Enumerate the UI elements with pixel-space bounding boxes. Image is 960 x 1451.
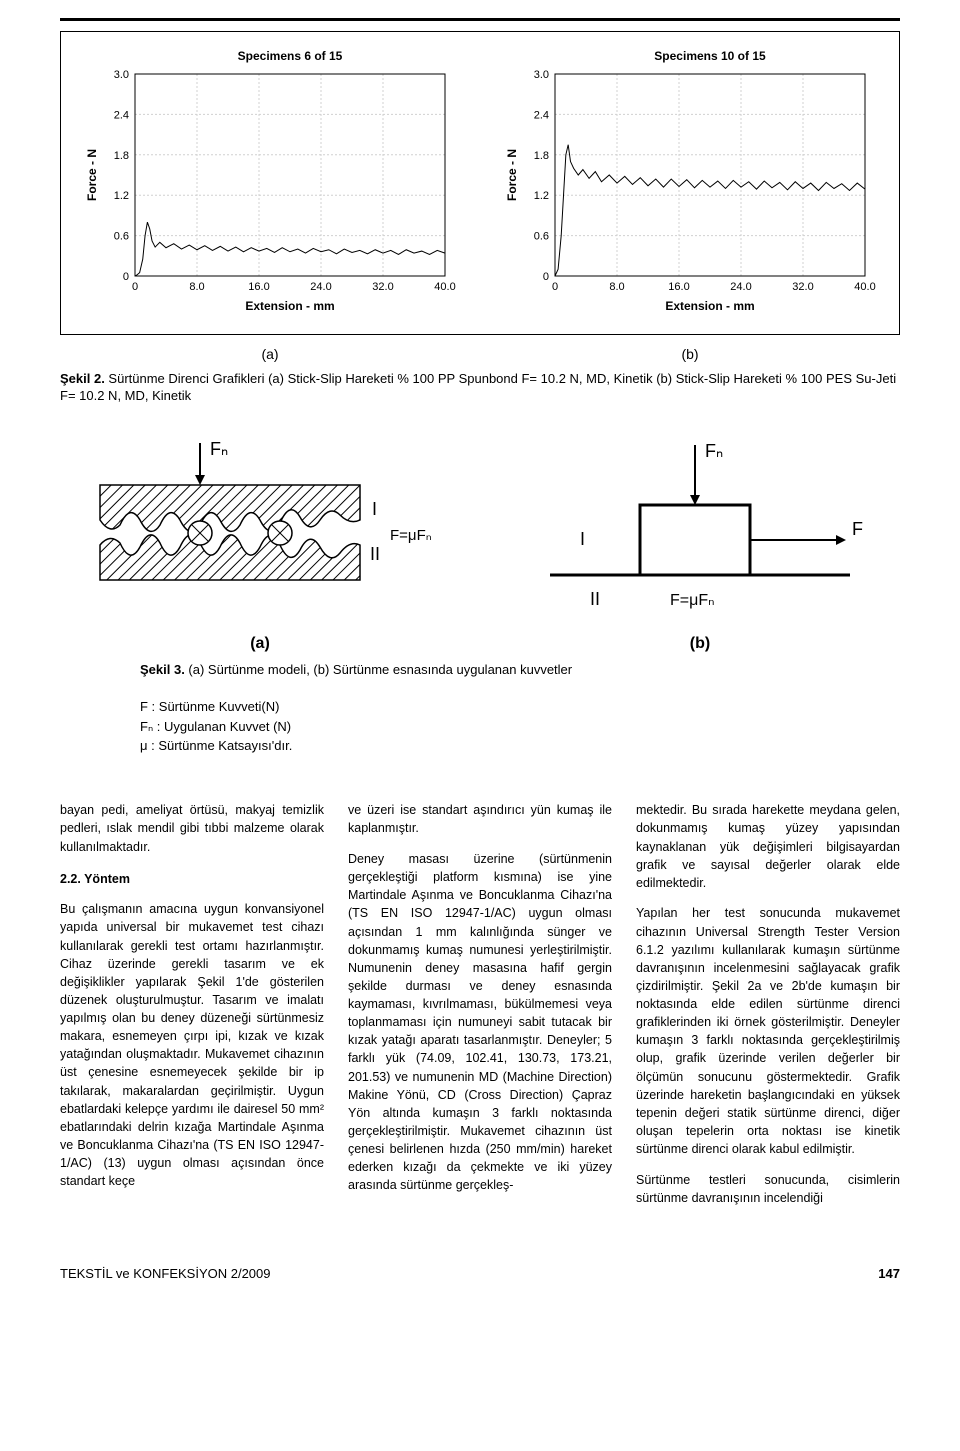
svg-text:0: 0 <box>552 281 558 293</box>
diagram-a-cell: FₙIIIF=μFₙ (a) <box>60 425 460 655</box>
label-a: (a) <box>261 345 278 364</box>
legend-line-1: F : Sürtünme Kuvveti(N) <box>140 698 900 716</box>
column-3: mektedir. Bu sırada harekette meydana ge… <box>636 789 900 1220</box>
svg-text:II: II <box>590 589 600 609</box>
svg-text:2.4: 2.4 <box>534 109 549 121</box>
diagram-a: FₙIIIF=μFₙ <box>80 425 440 625</box>
diagram-b: FₙFIIIF=μFₙ <box>520 425 880 625</box>
svg-text:32.0: 32.0 <box>792 281 813 293</box>
col3-para2: Yapılan her test sonucunda mukavemet cih… <box>636 904 900 1158</box>
svg-text:0: 0 <box>132 281 138 293</box>
svg-text:Extension - mm: Extension - mm <box>665 299 754 313</box>
svg-text:I: I <box>372 499 377 519</box>
svg-text:2.4: 2.4 <box>114 109 129 121</box>
column-1: bayan pedi, ameliyat örtüsü, makyaj temi… <box>60 789 324 1220</box>
svg-text:0.6: 0.6 <box>114 231 129 243</box>
figure2-text: Sürtünme Direnci Grafikleri (a) Stick-Sl… <box>60 371 896 404</box>
figure3-caption: Şekil 3. (a) Sürtünme modeli, (b) Sürtün… <box>140 661 900 679</box>
charts-container: Specimens 6 of 15008.00.616.01.224.01.83… <box>60 31 900 335</box>
legend-line-3: μ : Sürtünme Katsayısı'dır. <box>140 737 900 755</box>
diagram-b-cell: FₙFIIIF=μFₙ (b) <box>500 425 900 655</box>
chart-b-cell: Specimens 10 of 15 00 8.0 0.6 16.0 1.2 24.0 1.8… <box>500 46 880 316</box>
chart-b: Specimens 10 of 15 00 8.0 0.6 16.0 1.2 24.0 1.8… <box>500 46 880 316</box>
svg-text:II: II <box>370 544 380 564</box>
svg-text:0.6: 0.6 <box>534 231 549 243</box>
col1-heading: 2.2. Yöntem <box>60 870 324 888</box>
col2-para1: ve üzeri ise standart aşındırıcı yün kum… <box>348 801 612 837</box>
svg-text:F=μFₙ: F=μFₙ <box>670 592 714 609</box>
label-b: (b) <box>681 345 698 364</box>
figure3-text: (a) Sürtünme modeli, (b) Sürtünme esnası… <box>185 662 572 677</box>
body-columns: bayan pedi, ameliyat örtüsü, makyaj temi… <box>60 789 900 1220</box>
svg-text:24.0: 24.0 <box>730 281 751 293</box>
svg-text:1.8: 1.8 <box>534 150 549 162</box>
figure2-caption: Şekil 2. Sürtünme Direnci Grafikleri (a)… <box>60 370 900 405</box>
svg-text:Specimens 10 of 15: Specimens 10 of 15 <box>654 49 766 63</box>
col1-para2: Bu çalışmanın amacına uygun konvansiyone… <box>60 900 324 1190</box>
svg-text:40.0: 40.0 <box>854 281 875 293</box>
figure3-lead: Şekil 3. <box>140 662 185 677</box>
svg-text:8.0: 8.0 <box>609 281 624 293</box>
svg-text:16.0: 16.0 <box>668 281 689 293</box>
diagram-a-label: (a) <box>250 633 270 655</box>
svg-text:Extension - mm: Extension - mm <box>245 299 334 313</box>
diagram-b-label: (b) <box>690 633 710 655</box>
col1-para1: bayan pedi, ameliyat örtüsü, makyaj temi… <box>60 801 324 855</box>
svg-text:Force - N: Force - N <box>505 149 519 201</box>
column-2: ve üzeri ise standart aşındırıcı yün kum… <box>348 789 612 1220</box>
col2-para2: Deney masası üzerine (sürtünmenin gerçek… <box>348 850 612 1194</box>
svg-text:Fₙ: Fₙ <box>210 439 228 459</box>
page-footer: TEKSTİL ve KONFEKSİYON 2/2009 147 <box>60 1265 900 1283</box>
svg-text:3.0: 3.0 <box>114 69 129 81</box>
footer-journal: TEKSTİL ve KONFEKSİYON 2/2009 <box>60 1265 271 1283</box>
col3-para1: mektedir. Bu sırada harekette meydana ge… <box>636 801 900 892</box>
col3-para3: Sürtünme testleri sonucunda, cisimlerin … <box>636 1171 900 1207</box>
svg-text:24.0: 24.0 <box>310 281 331 293</box>
svg-text:16.0: 16.0 <box>248 281 269 293</box>
svg-text:1.2: 1.2 <box>114 190 129 202</box>
svg-text:40.0: 40.0 <box>434 281 455 293</box>
svg-text:3.0: 3.0 <box>534 69 549 81</box>
footer-page-number: 147 <box>878 1265 900 1283</box>
svg-text:I: I <box>580 529 585 549</box>
svg-text:32.0: 32.0 <box>372 281 393 293</box>
svg-text:0: 0 <box>123 271 129 283</box>
svg-text:8.0: 8.0 <box>189 281 204 293</box>
svg-text:1.2: 1.2 <box>534 190 549 202</box>
chart-a-cell: Specimens 6 of 15 00 8.0 0.6 16.0 1.2 24.0 1.8 3… <box>80 46 460 316</box>
svg-text:0: 0 <box>543 271 549 283</box>
chart-a: Specimens 6 of 15 00 8.0 0.6 16.0 1.2 24.0 1.8 3… <box>80 46 460 316</box>
svg-text:Fₙ: Fₙ <box>705 441 723 461</box>
legend-line-2: Fₙ : Uygulanan Kuvvet (N) <box>140 718 900 736</box>
svg-text:F=μFₙ: F=μFₙ <box>390 527 432 544</box>
figure3-legend: F : Sürtünme Kuvveti(N) Fₙ : Uygulanan K… <box>140 698 900 755</box>
svg-text:F: F <box>852 519 863 539</box>
svg-text:Specimens 6 of 15: Specimens 6 of 15 <box>238 49 343 63</box>
top-rule <box>60 18 900 21</box>
figure2-lead: Şekil 2. <box>60 371 105 386</box>
svg-text:1.8: 1.8 <box>114 150 129 162</box>
svg-text:Force - N: Force - N <box>85 149 99 201</box>
